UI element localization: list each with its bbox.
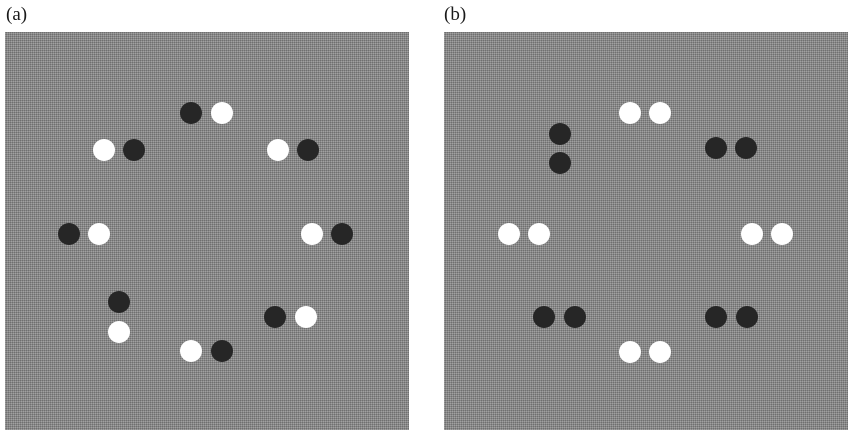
dot-light-pair-3-1 bbox=[267, 139, 289, 161]
dot-light-pair-4-1 bbox=[498, 223, 520, 245]
dot-light-pair-2-1 bbox=[93, 139, 115, 161]
dot-light-pair-5-1 bbox=[741, 223, 763, 245]
panel-a-stimulus bbox=[5, 32, 409, 430]
dot-dark-pair-2-2 bbox=[123, 139, 145, 161]
dot-dark-pair-7-1 bbox=[264, 306, 286, 328]
dot-dark-pair-3-2 bbox=[735, 137, 757, 159]
dot-dark-pair-8-2 bbox=[211, 340, 233, 362]
dot-light-pair-5-2 bbox=[771, 223, 793, 245]
dot-dark-pair-4-1 bbox=[58, 223, 80, 245]
dot-dark-pair-1-1 bbox=[180, 102, 202, 124]
dot-dark-pair-5-2 bbox=[331, 223, 353, 245]
panel-b-label: (b) bbox=[444, 4, 467, 25]
dot-dark-pair-6-1 bbox=[108, 291, 130, 313]
dot-dark-pair-2-2 bbox=[549, 152, 571, 174]
dot-light-pair-4-2 bbox=[528, 223, 550, 245]
dot-light-pair-8-2 bbox=[649, 341, 671, 363]
dot-light-pair-7-2 bbox=[295, 306, 317, 328]
dot-dark-pair-3-2 bbox=[297, 139, 319, 161]
dot-light-pair-1-2 bbox=[649, 102, 671, 124]
dot-light-pair-8-1 bbox=[619, 341, 641, 363]
dot-light-pair-6-2 bbox=[108, 321, 130, 343]
panel-b-stimulus bbox=[444, 32, 848, 430]
dot-dark-pair-7-2 bbox=[736, 306, 758, 328]
dot-dark-pair-3-1 bbox=[705, 137, 727, 159]
dot-dark-pair-2-1 bbox=[549, 123, 571, 145]
dot-light-pair-5-1 bbox=[301, 223, 323, 245]
dot-light-pair-1-1 bbox=[619, 102, 641, 124]
dot-dark-pair-6-2 bbox=[564, 306, 586, 328]
panel-a-label: (a) bbox=[6, 4, 28, 25]
dot-dark-pair-6-1 bbox=[533, 306, 555, 328]
dot-light-pair-4-2 bbox=[88, 223, 110, 245]
dot-light-pair-1-2 bbox=[211, 102, 233, 124]
dot-light-pair-8-1 bbox=[180, 340, 202, 362]
dot-dark-pair-7-1 bbox=[705, 306, 727, 328]
